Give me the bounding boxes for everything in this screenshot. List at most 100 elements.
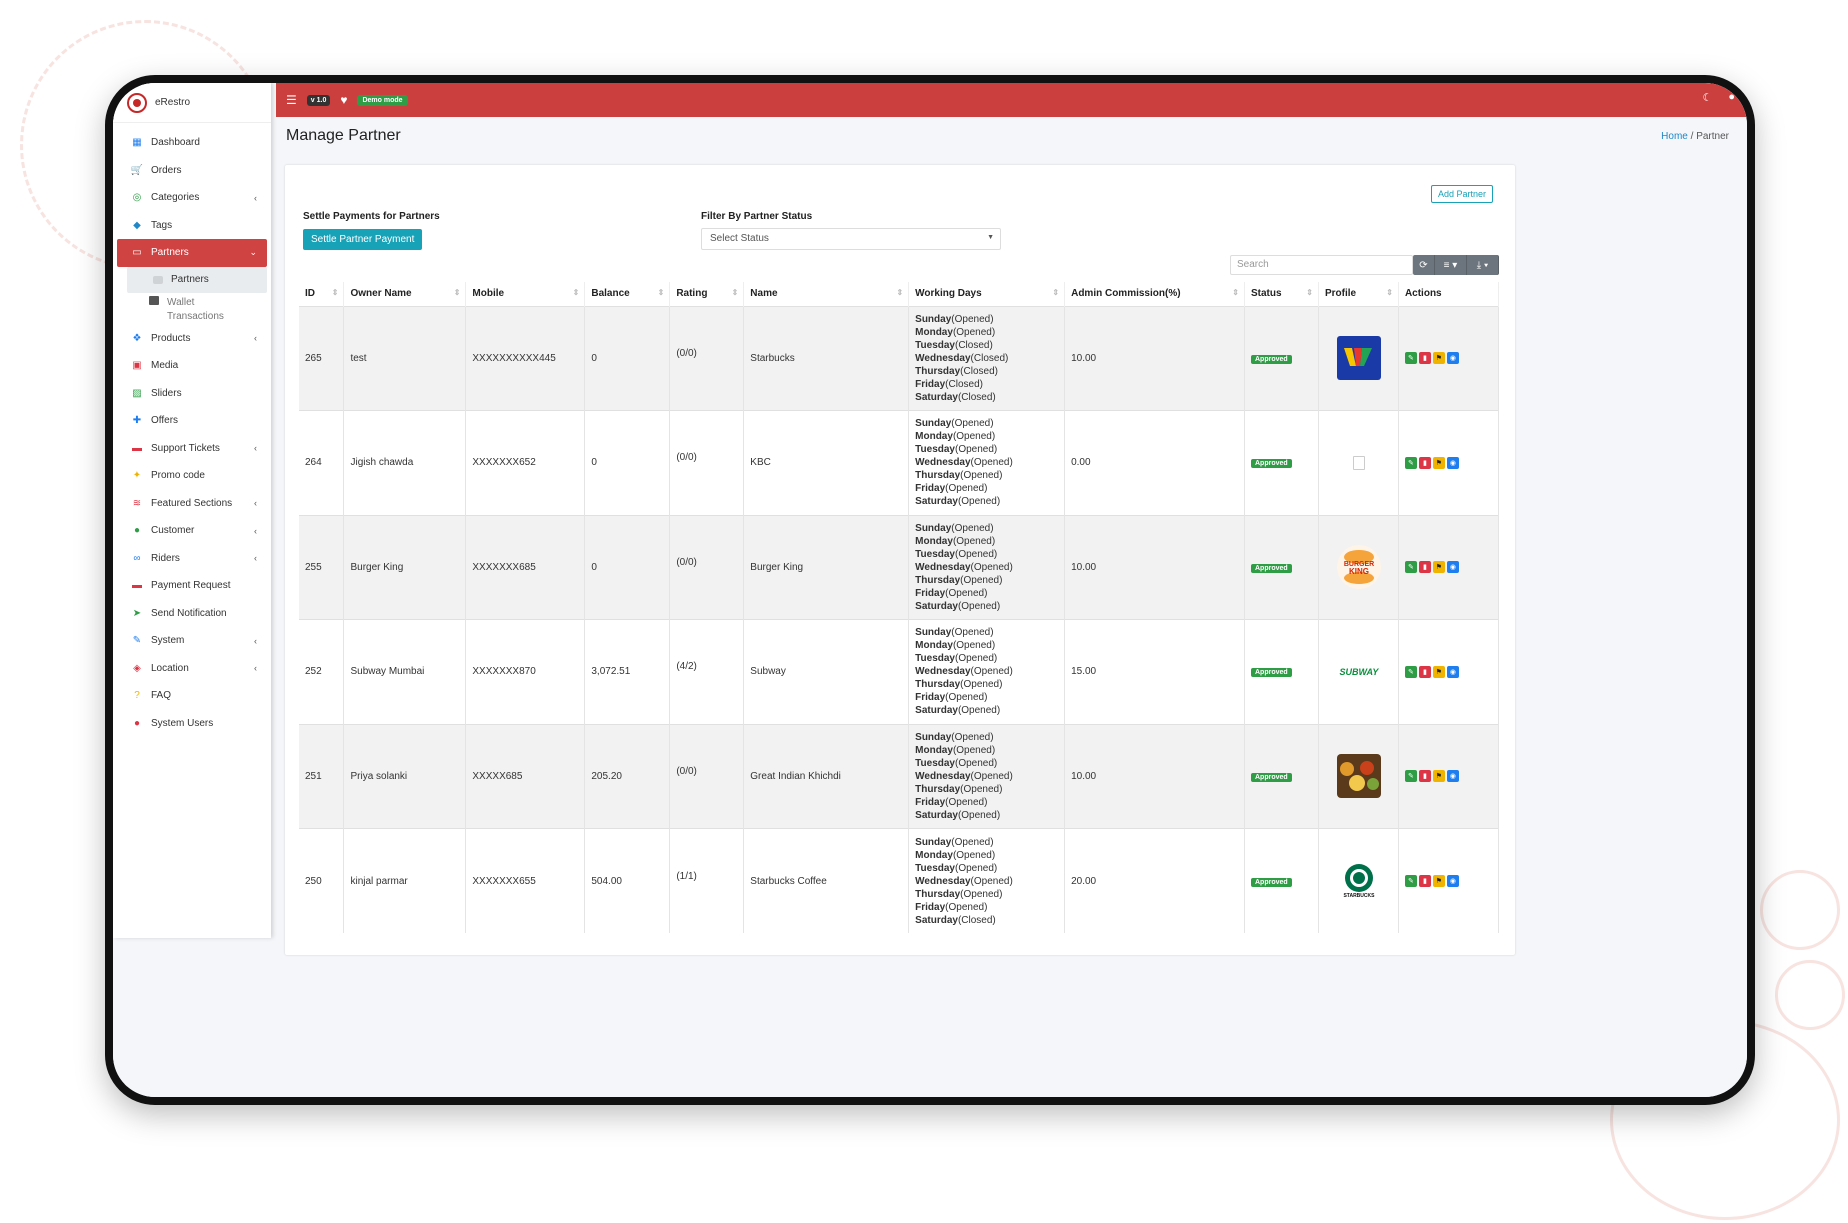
delete-icon[interactable]: ▮ [1418, 561, 1431, 574]
day-name: Friday [915, 796, 946, 808]
status-badge: Approved [1250, 877, 1292, 887]
brand[interactable]: eRestro [113, 83, 271, 123]
delete-icon[interactable]: ▮ [1418, 665, 1431, 678]
column-header-owner-name[interactable]: Owner Name ⇕ [343, 282, 467, 306]
logo-text: BURGER [1344, 561, 1374, 568]
sidebar-item-partners[interactable]: ▭ Partners ⌄ [117, 239, 267, 267]
column-header-profile[interactable]: Profile ⇕ [1318, 282, 1399, 306]
columns-toggle-button[interactable]: ≡ ▾ [1435, 255, 1467, 275]
version-badge: v 1.0 [306, 94, 331, 106]
edit-icon[interactable]: ✎ [1404, 352, 1417, 365]
sidebar-item-promo-code[interactable]: ✦ Promo code [117, 462, 267, 490]
user-profile-icon[interactable]: ● [1728, 91, 1735, 103]
sidebar-item-offers[interactable]: ✚ Offers [117, 407, 267, 435]
partner-logo[interactable]: BURGER KING [1336, 545, 1381, 590]
payment-icon[interactable]: ⚑ [1432, 352, 1445, 365]
cell-mobile: XXXXX685 [465, 724, 586, 829]
partner-logo[interactable]: SUBWAY [1337, 650, 1381, 694]
column-header-admin-commission[interactable]: Admin Commission(%) ⇕ [1064, 282, 1245, 306]
column-header-label: Admin Commission(%) [1071, 288, 1181, 300]
sidebar-subitem-wallet-transactions[interactable]: Wallet Transactions [123, 293, 271, 325]
partner-status-select[interactable]: Select Status ▼ [701, 228, 1001, 250]
day-name: Thursday [915, 470, 961, 482]
day-status: (Opened) [955, 444, 998, 456]
payment-icon[interactable]: ⚑ [1432, 770, 1445, 783]
partner-logo[interactable] [1336, 754, 1381, 799]
column-header-label: Working Days [915, 288, 982, 300]
partners-table: ID ⇕ Owner Name ⇕ Mobile ⇕ Balance ⇕ Rating ⇕ Name… [299, 282, 1500, 933]
payment-icon[interactable]: ⚑ [1432, 875, 1445, 887]
sidebar-item-location[interactable]: ◈ Location ‹ [117, 655, 267, 683]
settle-partner-payment-button[interactable]: Settle Partner Payment [303, 229, 423, 250]
edit-icon[interactable]: ✎ [1404, 770, 1417, 783]
delete-icon[interactable]: ▮ [1418, 875, 1431, 887]
sidebar-item-faq[interactable]: ? FAQ [117, 682, 267, 710]
sidebar-item-customer[interactable]: ● Customer ‹ [117, 517, 267, 545]
sidebar-item-sliders[interactable]: ▨ Sliders [117, 380, 267, 408]
sidebar-item-payment-request[interactable]: ▬ Payment Request [117, 572, 267, 600]
sidebar-item-system-users[interactable]: ● System Users [117, 710, 267, 738]
view-icon[interactable]: ◉ [1446, 665, 1459, 678]
column-header-balance[interactable]: Balance ⇕ [584, 282, 671, 306]
view-icon[interactable]: ◉ [1446, 770, 1459, 783]
payment-icon[interactable]: ⚑ [1432, 456, 1445, 469]
column-header-id[interactable]: ID ⇕ [299, 282, 345, 306]
day-name: Thursday [915, 783, 961, 795]
breadcrumb-home-link[interactable]: Home [1661, 131, 1688, 142]
sidebar-item-featured-sections[interactable]: ≋ Featured Sections ‹ [117, 490, 267, 518]
day-name: Thursday [915, 365, 961, 377]
partner-logo[interactable]: STARBUCKS [1337, 859, 1381, 903]
delete-icon[interactable]: ▮ [1418, 770, 1431, 783]
breadcrumb: Home / Partner [1661, 131, 1729, 142]
sidebar-item-system[interactable]: ✎ System ‹ [117, 627, 267, 655]
cell-owner-name: test [343, 306, 467, 411]
cell-rating: (0/0) [669, 410, 745, 515]
add-partner-button[interactable]: Add Partner [1430, 185, 1493, 203]
partner-logo[interactable] [1336, 336, 1381, 381]
sidebar-subitem-partners[interactable]: Partners [127, 266, 267, 293]
view-icon[interactable]: ◉ [1446, 875, 1459, 887]
edit-icon[interactable]: ✎ [1404, 665, 1417, 678]
edit-icon[interactable]: ✎ [1404, 456, 1417, 469]
payment-icon[interactable]: ⚑ [1432, 665, 1445, 678]
sidebar-item-orders[interactable]: 🛒 Orders [117, 157, 267, 185]
sidebar-item-riders[interactable]: ∞ Riders ‹ [117, 545, 267, 573]
sidebar-item-categories[interactable]: ◎ Categories ‹ [117, 184, 267, 212]
sidebar-item-media[interactable]: ▣ Media [117, 352, 267, 380]
day-name: Wednesday [915, 561, 971, 573]
day-status: (Opened) [952, 849, 996, 861]
delete-icon[interactable]: ▮ [1418, 456, 1431, 469]
view-icon[interactable]: ◉ [1446, 456, 1459, 469]
column-header-label: Name [750, 288, 778, 300]
sidebar-item-products[interactable]: ❖ Products ‹ [117, 325, 267, 353]
view-icon[interactable]: ◉ [1446, 352, 1459, 365]
delete-icon[interactable]: ▮ [1418, 352, 1431, 365]
column-header-working-days[interactable]: Working Days ⇕ [908, 282, 1066, 306]
column-header-name[interactable]: Name ⇕ [743, 282, 910, 306]
export-button[interactable]: ⤓ ▾ [1467, 255, 1499, 275]
chevron-left-icon: ‹ [254, 498, 257, 509]
day-status: (Closed) [960, 365, 998, 377]
day-name: Friday [915, 692, 946, 704]
view-icon[interactable]: ◉ [1446, 561, 1459, 574]
day-status: (Opened) [955, 653, 998, 665]
column-header-actions[interactable]: Actions [1398, 282, 1500, 306]
sidebar-item-send-notification[interactable]: ➤ Send Notification [117, 600, 267, 628]
day-name: Saturday [915, 600, 958, 612]
chevron-left-icon: ‹ [254, 553, 257, 564]
refresh-button[interactable]: ⟳ [1413, 255, 1435, 275]
sidebar-item-support-tickets[interactable]: ▬ Support Tickets ‹ [117, 435, 267, 463]
hamburger-menu-icon[interactable]: ☰ [286, 93, 297, 107]
sidebar-item-dashboard[interactable]: ▦ Dashboard [117, 129, 267, 157]
column-header-status[interactable]: Status ⇕ [1244, 282, 1319, 306]
cell-owner-name: Subway Mumbai [343, 619, 467, 724]
edit-icon[interactable]: ✎ [1404, 561, 1417, 574]
sidebar-item-tags[interactable]: ◆ Tags [117, 212, 267, 240]
dark-mode-moon-icon[interactable]: ☾ [1702, 92, 1713, 104]
payment-icon[interactable]: ⚑ [1432, 561, 1445, 574]
day-name: Saturday [915, 391, 958, 403]
column-header-rating[interactable]: Rating ⇕ [669, 282, 745, 306]
edit-icon[interactable]: ✎ [1404, 875, 1417, 887]
search-input[interactable]: Search [1230, 255, 1413, 275]
column-header-mobile[interactable]: Mobile ⇕ [465, 282, 586, 306]
